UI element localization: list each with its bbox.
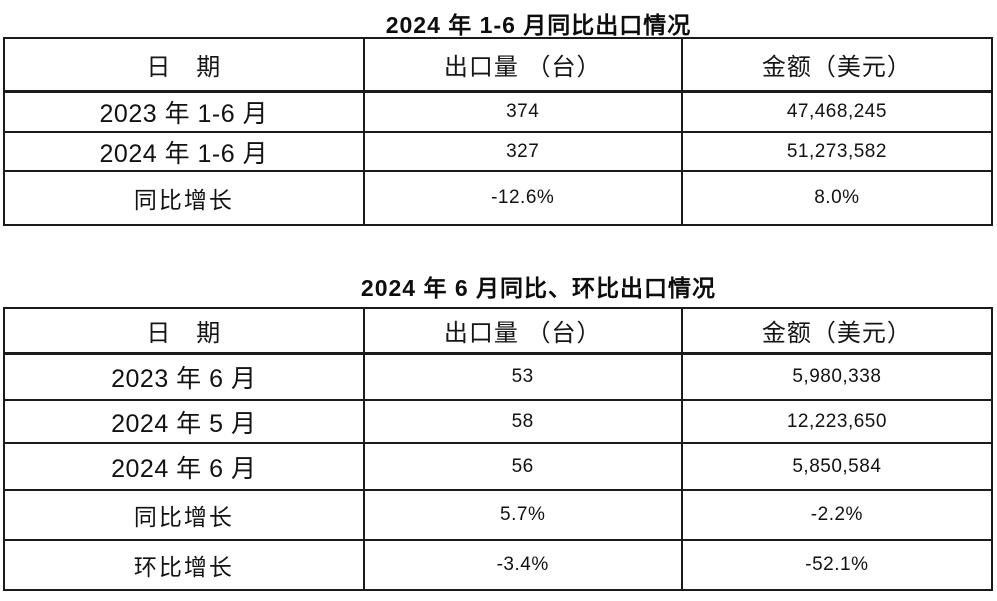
cell-amount: 12,223,650	[680, 399, 994, 444]
column-header-amount: 金额（美元）	[680, 307, 994, 355]
export-table-first-half: 日 期 出口量 （台） 金额（美元） 2023 年 1-6 月 374 47,4…	[3, 37, 994, 226]
export-table-june: 日 期 出口量 （台） 金额（美元） 2023 年 6 月 53 5,980,3…	[3, 307, 994, 591]
column-header-date: 日 期	[3, 37, 365, 93]
cell-period-2023-1-6: 2023 年 1-6 月	[3, 90, 365, 133]
cell-yoy-amount-growth: -2.2%	[680, 489, 994, 541]
column-header-amount: 金额（美元）	[680, 37, 994, 93]
cell-amount: 5,980,338	[680, 352, 994, 401]
cell-amount: 47,468,245	[680, 90, 994, 133]
table-row: 环比增长 -3.4% -52.1%	[3, 539, 994, 591]
cell-yoy-growth-label: 同比增长	[3, 170, 365, 226]
column-header-volume: 出口量 （台）	[362, 37, 683, 93]
table-row: 2024 年 5 月 58 12,223,650	[3, 399, 994, 444]
cell-volume: 327	[362, 131, 683, 172]
cell-amount: 51,273,582	[680, 131, 994, 172]
cell-period-2024-5: 2024 年 5 月	[3, 399, 365, 444]
cell-amount: 5,850,584	[680, 442, 994, 491]
cell-period-2024-6: 2024 年 6 月	[3, 442, 365, 491]
cell-mom-growth-label: 环比增长	[3, 539, 365, 591]
cell-volume: 374	[362, 90, 683, 133]
cell-yoy-volume-growth: 5.7%	[362, 489, 683, 541]
column-header-volume: 出口量 （台）	[362, 307, 683, 355]
table-row: 2023 年 6 月 53 5,980,338	[3, 352, 994, 401]
table-row: 2024 年 6 月 56 5,850,584	[3, 442, 994, 491]
cell-yoy-volume-growth: -12.6%	[362, 170, 683, 226]
table-row: 2024 年 1-6 月 327 51,273,582	[3, 131, 994, 172]
cell-yoy-amount-growth: 8.0%	[680, 170, 994, 226]
cell-period-2023-6: 2023 年 6 月	[3, 352, 365, 401]
cell-mom-volume-growth: -3.4%	[362, 539, 683, 591]
table-row: 2023 年 1-6 月 374 47,468,245	[3, 90, 994, 133]
table-row: 同比增长 -12.6% 8.0%	[3, 170, 994, 226]
cell-yoy-growth-label: 同比增长	[3, 489, 365, 541]
column-header-date: 日 期	[3, 307, 365, 355]
table-row: 同比增长 5.7% -2.2%	[3, 489, 994, 541]
cell-mom-amount-growth: -52.1%	[680, 539, 994, 591]
table-title-first-half: 2024 年 1-6 月同比出口情况	[385, 12, 692, 38]
cell-volume: 53	[362, 352, 683, 401]
table-title-june: 2024 年 6 月同比、环比出口情况	[360, 275, 717, 301]
header-row: 日 期 出口量 （台） 金额（美元）	[3, 37, 994, 93]
cell-period-2024-1-6: 2024 年 1-6 月	[3, 131, 365, 172]
cell-volume: 56	[362, 442, 683, 491]
header-row: 日 期 出口量 （台） 金额（美元）	[3, 307, 994, 355]
cell-volume: 58	[362, 399, 683, 444]
